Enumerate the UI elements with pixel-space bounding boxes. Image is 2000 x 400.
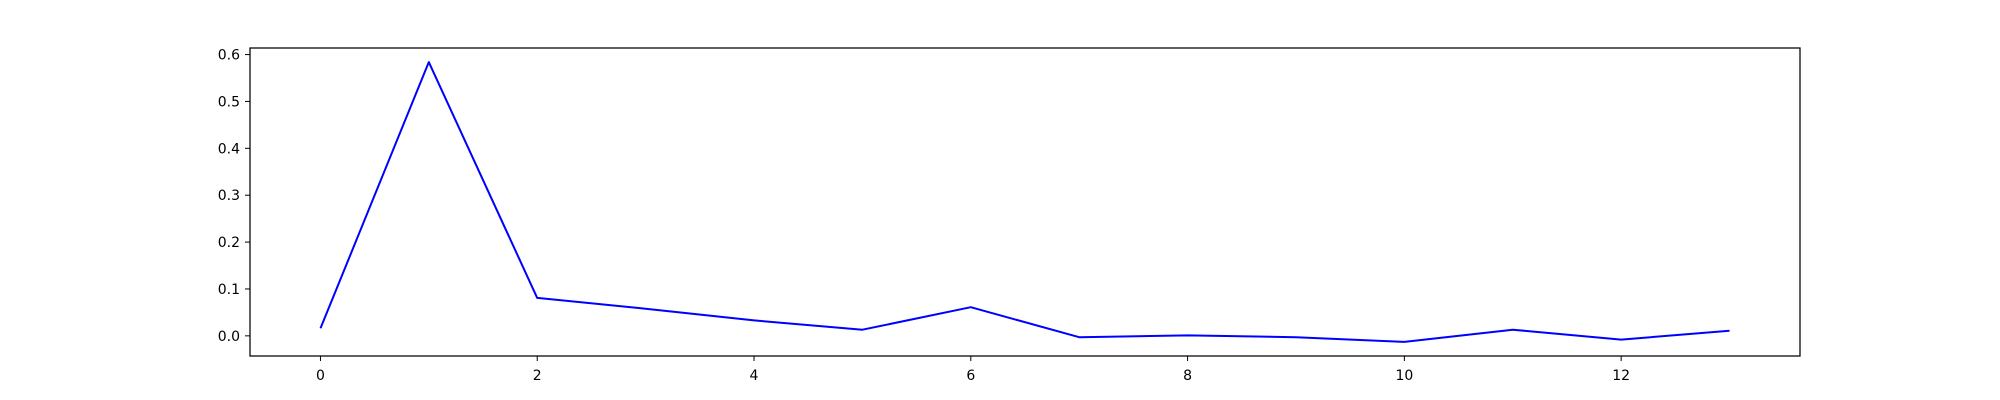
plot-frame xyxy=(249,47,1801,357)
y-tick-label: 0.6 xyxy=(218,48,240,64)
x-tick-label: 2 xyxy=(533,368,542,384)
series-line xyxy=(319,61,1730,343)
x-tick-label: 0 xyxy=(316,368,325,384)
x-tick-label: 12 xyxy=(1612,368,1630,384)
x-axis-ticks: 0 2 4 6 8 10 12 xyxy=(316,356,1630,384)
y-tick-label: 0.2 xyxy=(218,235,240,251)
y-axis-ticks: 0.0 0.1 0.2 0.3 0.4 0.5 0.6 xyxy=(218,48,250,345)
x-tick-label: 6 xyxy=(966,368,975,384)
series-layer xyxy=(319,61,1730,343)
y-tick-label: 0.3 xyxy=(218,188,240,204)
x-tick-label: 8 xyxy=(1183,368,1192,384)
y-tick-label: 0.0 xyxy=(218,329,240,345)
x-tick-label: 4 xyxy=(750,368,759,384)
y-tick-label: 0.1 xyxy=(218,282,240,298)
y-tick-label: 0.4 xyxy=(218,141,240,157)
y-tick-label: 0.5 xyxy=(218,94,240,110)
x-tick-label: 10 xyxy=(1395,368,1413,384)
